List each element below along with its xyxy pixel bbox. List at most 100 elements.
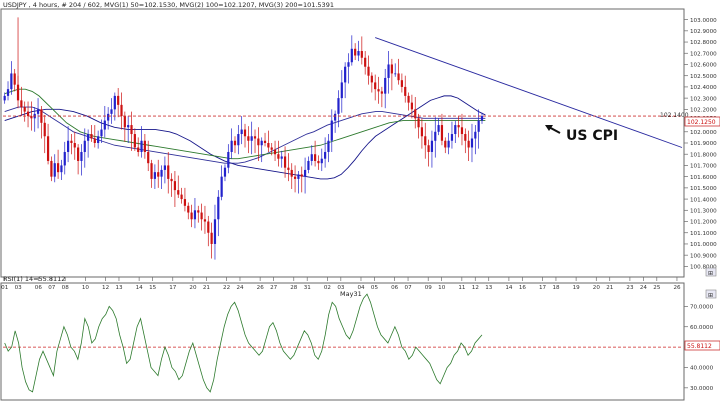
price-tick-label: 102.0000: [690, 130, 717, 136]
time-tick-label: 05: [371, 285, 379, 291]
price-tick-label: 102.3000: [690, 96, 717, 102]
candle-body: [230, 140, 233, 152]
time-tick-label: 26: [257, 285, 265, 291]
price-tick-label: 100.9000: [690, 253, 717, 259]
candle-body: [350, 48, 353, 63]
last-price-tag-box: [684, 116, 720, 127]
candle-body: [177, 190, 180, 195]
candle-body: [167, 165, 170, 179]
time-tick-label: 25: [653, 285, 661, 291]
candle-body: [293, 176, 297, 179]
time-tick-label: 26: [673, 285, 681, 291]
candle-body: [100, 129, 103, 137]
time-tick-label: 24: [236, 285, 244, 291]
candle-body: [46, 136, 50, 161]
time-tick-label: 03: [15, 285, 23, 291]
candle-body: [414, 109, 417, 119]
time-tick-label: 07: [48, 285, 56, 291]
time-tick-label: 02: [324, 285, 331, 291]
candle-body: [80, 151, 83, 161]
price-tick-label: 102.5000: [690, 74, 717, 80]
candle-body: [213, 219, 217, 244]
candle-body: [367, 66, 370, 76]
price-tick-label: 101.3000: [690, 209, 717, 215]
candle-body: [287, 167, 290, 170]
rsi-value-tag-text: 55.8112: [687, 343, 712, 350]
candle-body: [387, 64, 390, 78]
candle-body: [130, 125, 133, 135]
candle-body: [143, 140, 146, 152]
candle-body: [404, 86, 407, 96]
candle-body: [340, 82, 343, 99]
price-tick-label: 102.8000: [690, 40, 717, 46]
time-tick-label: 15: [149, 285, 157, 291]
candle-body: [440, 125, 444, 141]
price-tick-label: 102.2000: [690, 108, 717, 114]
zoom-icon: ⊞: [708, 270, 713, 277]
candle-body: [437, 125, 440, 132]
time-tick-label: 17: [169, 285, 177, 291]
time-tick-label: 14: [136, 285, 144, 291]
candle-body: [380, 91, 383, 94]
candle-body: [370, 75, 373, 83]
rsi-tick-label: 60.0000: [690, 325, 714, 331]
zoom-button-rsi[interactable]: ⊞: [705, 289, 717, 299]
time-tick-label: 06: [391, 285, 399, 291]
time-tick-label: 13: [115, 285, 123, 291]
price-tick-label: 101.7000: [690, 164, 717, 170]
candle-body: [377, 89, 380, 92]
time-tick-label: 04: [357, 285, 365, 291]
candle-body: [26, 111, 30, 117]
rsi-tick-label: 70.0000: [690, 305, 714, 311]
candle-body: [36, 109, 40, 114]
candle-body: [10, 73, 13, 90]
candle-body: [290, 169, 293, 177]
candle-body: [150, 163, 153, 179]
candle-body: [237, 134, 240, 146]
ref-price-tag-text: 102.1400: [660, 112, 689, 119]
price-tick-label: 101.0000: [690, 242, 717, 248]
rsi-value-tag-box: [684, 340, 720, 351]
candle-body: [397, 73, 400, 81]
candle-body: [157, 172, 160, 177]
time-tick-label: 18: [552, 285, 560, 291]
price-tick-label: 101.8000: [690, 152, 717, 158]
candle-body: [53, 163, 56, 177]
candle-body: [207, 221, 210, 233]
zoom-icon: ⊞: [708, 292, 713, 299]
price-tick-label: 101.2000: [690, 220, 717, 226]
candle-body: [153, 172, 156, 179]
candle-body: [40, 109, 43, 123]
time-tick-label: 14: [505, 285, 513, 291]
candle-body: [427, 145, 430, 152]
candle-body: [243, 129, 247, 137]
candle-body: [364, 57, 367, 67]
zoom-button-price[interactable]: ⊞: [705, 267, 717, 277]
time-tick-label: 22: [223, 285, 230, 291]
candle-body: [334, 113, 337, 121]
price-tick-label: 101.4000: [690, 197, 717, 203]
rsi-tick-label: 30.0000: [690, 386, 714, 392]
candle-body: [107, 113, 110, 121]
candle-body: [117, 95, 120, 105]
candle-body: [314, 154, 317, 161]
candle-body: [303, 169, 307, 177]
candle-body: [360, 51, 363, 58]
candle-body: [187, 205, 190, 213]
candle-body: [260, 140, 263, 146]
candle-body: [203, 219, 207, 222]
candle-body: [93, 138, 96, 143]
candle-body: [344, 66, 347, 83]
time-axis-ticks: 01 03 06 07 08 10 12 13 14 15 17 20 21 22 24 26 27 28 31 02…: [1, 277, 681, 291]
time-tick-label: 27: [270, 285, 278, 291]
candle-body: [163, 165, 166, 170]
rsi-panel-title: RSI(1) 14=55.8112: [3, 275, 65, 283]
candle-body: [90, 134, 93, 139]
candle-body: [56, 163, 60, 173]
candle-body: [277, 154, 280, 159]
time-tick-label: 23: [626, 285, 634, 291]
rsi-panel-frame: [0, 282, 685, 401]
candle-body: [147, 151, 150, 164]
